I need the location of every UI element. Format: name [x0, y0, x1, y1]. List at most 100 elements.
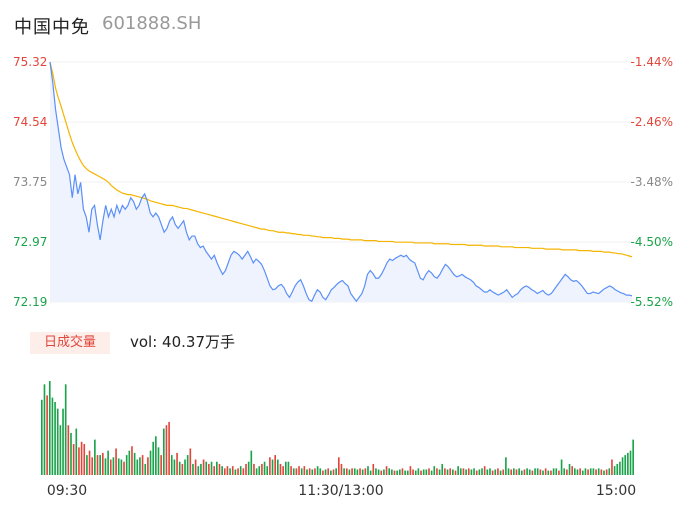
volume-bar	[627, 452, 629, 475]
volume-bar	[430, 470, 433, 475]
volume-bar	[311, 469, 314, 475]
volume-bar	[597, 468, 600, 475]
volume-bar	[200, 463, 202, 475]
volume-bar	[470, 469, 473, 475]
volume-bar	[59, 425, 62, 475]
volume-bar	[70, 432, 72, 475]
volume-bar	[412, 469, 414, 475]
volume-bar	[155, 436, 157, 475]
volume-bar	[343, 468, 345, 475]
volume-bar	[433, 466, 436, 475]
volume-bar	[574, 468, 576, 475]
volume-bar	[197, 466, 200, 475]
volume-bar	[67, 425, 70, 475]
volume-bar	[139, 457, 141, 475]
x-tick-close: 15:00	[596, 483, 636, 499]
volume-bar	[592, 468, 595, 475]
volume-bar	[449, 468, 452, 475]
volume-bar	[367, 466, 369, 475]
volume-bar	[566, 469, 568, 475]
volume-bar	[208, 463, 210, 475]
volume-bar	[131, 446, 133, 475]
volume-bar	[605, 469, 608, 475]
volume-bar	[115, 448, 117, 475]
volume-bar	[170, 455, 173, 475]
volume-bar	[327, 468, 330, 475]
volume-bar	[409, 466, 412, 475]
volume-bar	[173, 459, 176, 475]
volume-bar	[258, 466, 261, 475]
volume-bar	[62, 408, 64, 475]
volume-bar	[287, 461, 290, 475]
volume-bar	[528, 469, 531, 475]
volume-bar	[457, 466, 459, 475]
volume-bar	[107, 450, 109, 475]
volume-bar	[202, 459, 205, 475]
volume-value: 40.37万手	[162, 333, 235, 351]
volume-bar	[237, 468, 239, 475]
volume-bar	[306, 469, 308, 475]
volume-bar	[446, 469, 449, 475]
price-line	[49, 61, 633, 303]
price-chart: 75.32 74.54 73.75 72.97 72.19 -1.44% -2.…	[13, 55, 673, 309]
stock-name: 中国中免	[14, 17, 90, 38]
volume-bar	[51, 397, 54, 475]
volume-bar	[162, 428, 165, 475]
volume-bar	[523, 469, 526, 475]
volume-bar	[300, 468, 303, 475]
volume-bar	[247, 461, 250, 475]
volume-bar	[629, 450, 632, 475]
volume-bar	[43, 384, 46, 475]
volume-bar	[361, 469, 364, 475]
volume-bar	[128, 450, 131, 475]
y-label-right-0: -1.44%	[631, 55, 673, 69]
y-label-right-3: -4.50%	[631, 235, 673, 249]
volume-bar	[383, 469, 385, 475]
volume-bar	[385, 466, 388, 475]
y-label-right-2: -3.48%	[631, 175, 673, 189]
volume-bar	[491, 470, 494, 475]
volume-bar	[168, 421, 170, 475]
volume-bar	[465, 469, 467, 475]
volume-bar	[112, 457, 115, 475]
volume-bar	[218, 463, 221, 475]
volume-bar	[372, 463, 375, 475]
volume-bar	[584, 468, 587, 475]
volume-bars	[41, 381, 634, 475]
volume-bar	[250, 450, 253, 475]
volume-bar	[133, 452, 136, 475]
volume-bar	[56, 408, 59, 475]
volume-bar	[88, 450, 91, 475]
volume-bar	[483, 466, 486, 475]
volume-bar	[314, 468, 316, 475]
volume-bar	[279, 463, 282, 475]
volume-bar	[282, 466, 284, 475]
y-label-left-3: 72.97	[13, 235, 47, 249]
volume-bar	[444, 468, 446, 475]
volume-bar	[478, 469, 481, 475]
volume-bar	[486, 469, 489, 475]
volume-bar	[369, 470, 372, 475]
daily-volume-tab[interactable]: 日成交量	[30, 332, 110, 354]
volume-bar	[425, 469, 428, 475]
volume-bar	[489, 468, 491, 475]
volume-bar	[136, 459, 139, 475]
volume-bar	[436, 468, 438, 475]
volume-bar	[428, 468, 430, 475]
volume-bar	[380, 470, 383, 475]
volume-bar	[438, 469, 441, 475]
volume-bar	[205, 461, 208, 475]
volume-bar	[467, 468, 470, 475]
volume-bar	[117, 458, 120, 475]
volume-bar	[263, 461, 266, 475]
volume-bar	[261, 463, 263, 475]
volume-bar	[125, 455, 128, 475]
volume-bar	[579, 468, 581, 475]
volume-bar	[396, 470, 398, 475]
volume-bar	[473, 468, 475, 475]
volume-bar	[621, 457, 624, 475]
volume-bar	[176, 452, 178, 475]
volume-bar	[526, 468, 528, 475]
volume-bar	[377, 469, 380, 475]
volume-bar	[335, 468, 337, 475]
